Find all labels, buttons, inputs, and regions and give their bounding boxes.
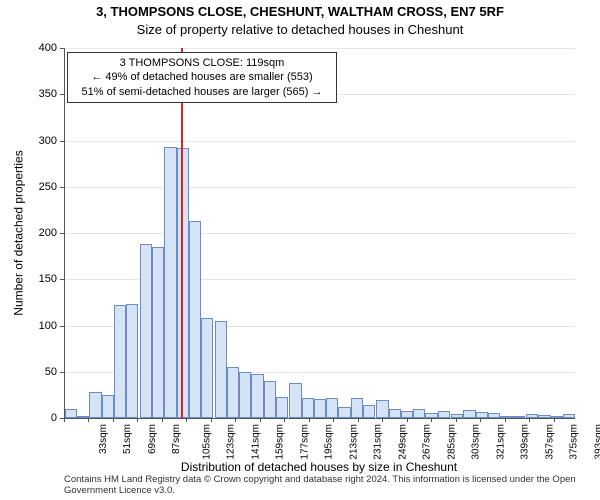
chart-container: 3, THOMPSONS CLOSE, CHESHUNT, WALTHAM CR… <box>0 0 600 500</box>
histogram-bar <box>164 147 176 418</box>
x-tick-mark <box>456 418 457 422</box>
x-tick-label: 321sqm <box>495 424 506 460</box>
x-tick-label: 249sqm <box>397 424 408 460</box>
x-tick-mark <box>333 418 334 422</box>
x-tick-mark <box>480 418 481 422</box>
x-tick-mark <box>554 418 555 422</box>
y-tick-label: 400 <box>39 42 57 54</box>
x-tick-label: 213sqm <box>348 424 359 460</box>
histogram-bar <box>215 321 227 418</box>
x-tick-label: 375sqm <box>569 424 580 460</box>
x-tick-label: 339sqm <box>520 424 531 460</box>
histogram-bar <box>338 407 350 418</box>
plot-area <box>64 48 575 419</box>
x-tick-label: 357sqm <box>544 424 555 460</box>
histogram-bar <box>363 405 375 418</box>
x-tick-mark <box>211 418 212 422</box>
y-tick-column: 050100150200250300350400 <box>0 48 60 418</box>
histogram-bar <box>140 244 152 418</box>
histogram-bar <box>438 411 450 418</box>
x-tick-label: 267sqm <box>422 424 433 460</box>
histogram-bar <box>189 221 201 418</box>
x-tick-mark <box>235 418 236 422</box>
x-tick-mark <box>64 418 65 422</box>
x-tick-label: 177sqm <box>299 424 310 460</box>
histogram-bar <box>413 409 425 418</box>
y-tick-label: 0 <box>51 412 57 424</box>
x-tick-row: 33sqm 51sqm 69sqm 87sqm 105sqm 123sqm 141sqm 15… <box>64 418 574 466</box>
x-tick-mark <box>309 418 310 422</box>
histogram-bar <box>114 305 126 418</box>
y-tick-label: 50 <box>45 366 57 378</box>
histogram-bar <box>389 409 401 418</box>
x-tick-label: 123sqm <box>226 424 237 460</box>
y-tick-label: 100 <box>39 320 57 332</box>
x-tick-label: 69sqm <box>147 424 158 454</box>
x-tick-mark <box>186 418 187 422</box>
x-tick-mark <box>88 418 89 422</box>
x-tick-label: 87sqm <box>171 424 182 454</box>
histogram-bar <box>326 398 338 418</box>
annotation-line: ← 49% of detached houses are smaller (55… <box>74 70 330 84</box>
x-tick-mark <box>431 418 432 422</box>
gridline <box>65 233 575 234</box>
x-tick-mark <box>505 418 506 422</box>
y-tick-label: 350 <box>39 88 57 100</box>
histogram-bar <box>251 374 263 418</box>
footnote: Contains HM Land Registry data © Crown c… <box>64 474 590 496</box>
chart-title-sub: Size of property relative to detached ho… <box>0 22 600 37</box>
histogram-bar <box>351 398 363 418</box>
x-tick-mark <box>113 418 114 422</box>
histogram-bar <box>65 409 77 418</box>
histogram-bar <box>102 395 114 418</box>
x-tick-label: 303sqm <box>471 424 482 460</box>
x-tick-mark <box>284 418 285 422</box>
histogram-bar <box>401 411 413 418</box>
histogram-bar <box>89 392 101 418</box>
annotation-line: 3 THOMPSONS CLOSE: 119sqm <box>74 56 330 70</box>
x-tick-mark <box>407 418 408 422</box>
histogram-bar <box>201 318 213 418</box>
histogram-bar <box>314 399 326 418</box>
histogram-bar <box>463 410 475 418</box>
x-tick-mark <box>529 418 530 422</box>
y-tick-label: 250 <box>39 181 57 193</box>
gridline <box>65 48 575 49</box>
x-tick-label: 33sqm <box>98 424 109 454</box>
x-tick-mark <box>137 418 138 422</box>
x-tick-label: 195sqm <box>324 424 335 460</box>
x-tick-label: 141sqm <box>250 424 261 460</box>
y-tick-label: 300 <box>39 135 57 147</box>
chart-title-main: 3, THOMPSONS CLOSE, CHESHUNT, WALTHAM CR… <box>0 4 600 19</box>
x-tick-mark <box>260 418 261 422</box>
marker-line <box>181 48 183 418</box>
histogram-bar <box>276 397 288 418</box>
histogram-bar <box>126 304 138 418</box>
histogram-bar <box>152 247 164 418</box>
x-tick-mark <box>162 418 163 422</box>
gridline <box>65 187 575 188</box>
histogram-bar <box>302 398 314 418</box>
x-tick-label: 51sqm <box>122 424 133 454</box>
x-tick-label: 105sqm <box>201 424 212 460</box>
x-tick-mark <box>382 418 383 422</box>
histogram-bar <box>289 383 301 418</box>
x-tick-label: 231sqm <box>373 424 384 460</box>
histogram-bar <box>376 400 388 419</box>
annotation-line: 51% of semi-detached houses are larger (… <box>74 85 330 99</box>
x-axis-label: Distribution of detached houses by size … <box>64 460 574 474</box>
x-tick-mark <box>358 418 359 422</box>
x-tick-label: 159sqm <box>275 424 286 460</box>
y-tick-label: 150 <box>39 273 57 285</box>
x-tick-label: 393sqm <box>593 424 600 460</box>
y-tick-label: 200 <box>39 227 57 239</box>
histogram-bar <box>264 381 276 418</box>
gridline <box>65 141 575 142</box>
annotation-box: 3 THOMPSONS CLOSE: 119sqm← 49% of detach… <box>67 52 337 103</box>
histogram-bar <box>239 372 251 418</box>
histogram-bar <box>227 367 239 418</box>
x-tick-label: 285sqm <box>446 424 457 460</box>
